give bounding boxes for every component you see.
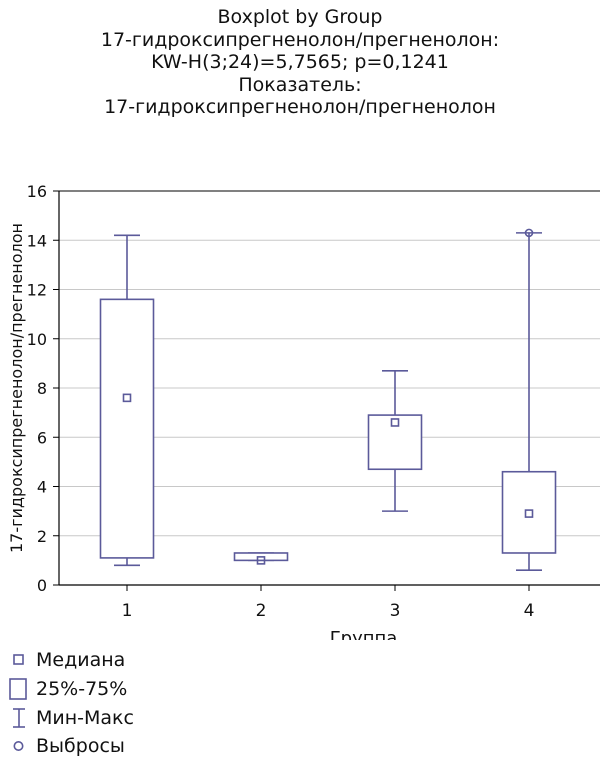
title-line: 17-гидроксипрегненолон/прегненолон: [104, 96, 496, 118]
box-iqr: [99, 298, 155, 559]
legend-outlier: Выбросы: [8, 733, 125, 759]
title-line: Показатель:: [238, 73, 362, 96]
title-line: KW-H(3;24)=5,7565; p=0,1241: [151, 51, 449, 73]
median-marker: [256, 556, 266, 565]
x-tick-label: 1: [122, 601, 133, 621]
box-iqr: [367, 414, 423, 471]
y-tick-label: 12: [27, 281, 47, 300]
y-tick-label: 6: [37, 428, 47, 447]
median-marker: [524, 509, 534, 518]
outlier-circle-icon: [8, 733, 30, 759]
x-tick-label: 2: [256, 601, 267, 621]
legend-whisker-label: Мин-Макс: [36, 707, 134, 729]
median-marker: [122, 393, 132, 403]
outlier-point: [524, 228, 534, 238]
y-axis-label: 17-гидроксипрегненолон/прегненолон: [7, 223, 26, 553]
legend-median: Медиана: [8, 647, 125, 673]
title-line: Boxplot by Group: [217, 6, 383, 28]
y-tick-label: 0: [37, 576, 47, 595]
title-line: 17-гидроксипрегненолон/прегненолон:: [100, 28, 500, 51]
chart-title: Boxplot by Group 17-гидроксипрегненолон/…: [0, 6, 600, 119]
legend-box-label: 25%-75%: [36, 678, 128, 700]
y-tick-label: 10: [27, 330, 47, 349]
x-tick-label: 4: [524, 601, 535, 621]
whisker-icon: [8, 705, 30, 731]
legend-whisker: Мин-Макс: [8, 705, 134, 731]
box-iqr: [501, 470, 557, 554]
y-tick-label: 16: [27, 182, 47, 201]
box-rect-icon: [8, 676, 30, 702]
median-square-icon: [8, 647, 30, 673]
median-marker: [390, 418, 400, 427]
legend-median-label: Медиана: [36, 649, 126, 671]
x-axis-label: Группа: [330, 628, 398, 640]
y-tick-label: 14: [27, 231, 47, 250]
y-tick-label: 2: [37, 527, 47, 546]
y-tick-label: 4: [37, 478, 47, 497]
y-tick-label: 8: [37, 379, 47, 398]
legend-outlier-label: Выбросы: [36, 735, 125, 757]
x-tick-label: 3: [390, 601, 401, 621]
legend-box: 25%-75%: [8, 676, 127, 702]
